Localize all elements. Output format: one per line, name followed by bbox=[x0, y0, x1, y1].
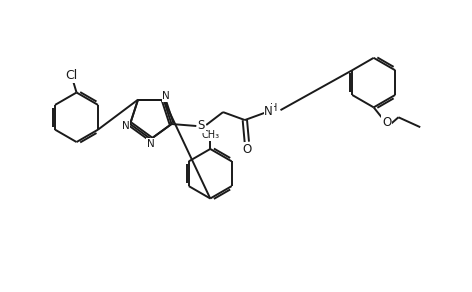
Text: N: N bbox=[121, 121, 129, 131]
Text: O: O bbox=[382, 116, 391, 129]
Text: O: O bbox=[242, 143, 252, 156]
Text: N: N bbox=[162, 91, 170, 101]
Text: Cl: Cl bbox=[66, 69, 78, 82]
Text: S: S bbox=[198, 119, 205, 133]
Text: CH₃: CH₃ bbox=[201, 130, 219, 140]
Text: N: N bbox=[147, 139, 155, 149]
Text: N: N bbox=[264, 105, 273, 118]
Text: H: H bbox=[270, 103, 277, 113]
